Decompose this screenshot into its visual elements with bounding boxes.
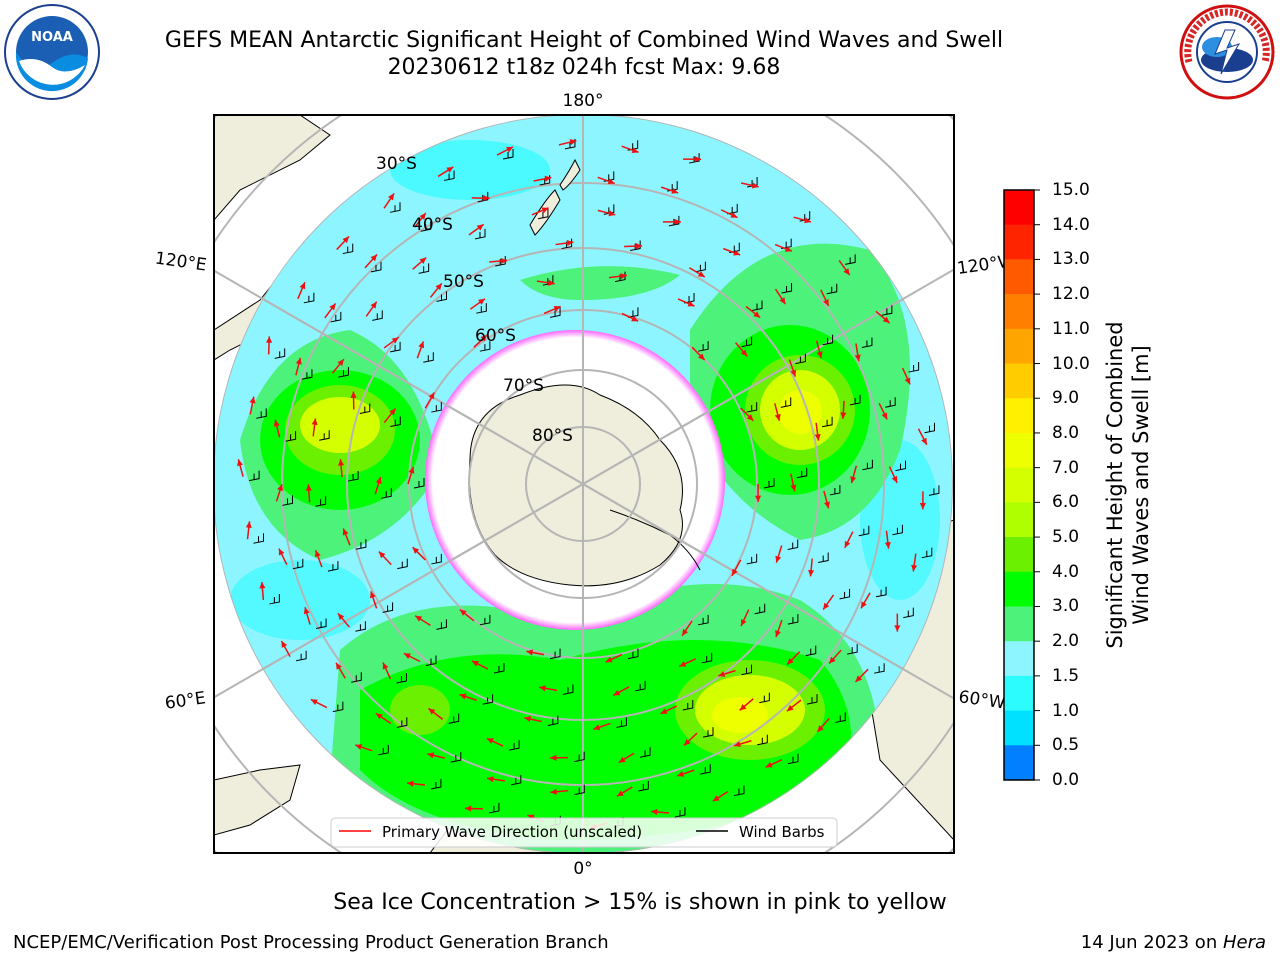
colorbar-tick-label: 9.0 bbox=[1052, 388, 1080, 409]
colorbar-segment bbox=[1004, 294, 1034, 330]
date-machine: Hera bbox=[1222, 932, 1266, 953]
colorbar-tick-label: 4.0 bbox=[1052, 561, 1080, 582]
lon-label-120e: 120°E bbox=[154, 249, 208, 276]
colorbar-tick-label: 13.0 bbox=[1052, 249, 1090, 270]
lon-label-180: 180° bbox=[563, 91, 604, 111]
colorbar-segment bbox=[1004, 571, 1034, 607]
colorbar-tick-label: 1.0 bbox=[1052, 700, 1080, 721]
colorbar-segment bbox=[1004, 710, 1034, 746]
date-prefix: 14 Jun 2023 on bbox=[1080, 932, 1223, 953]
colorbar-segment bbox=[1004, 675, 1034, 712]
colorbar-segment bbox=[1004, 606, 1034, 642]
sea-ice-note: Sea Ice Concentration > 15% is shown in … bbox=[333, 890, 947, 915]
colorbar-label: Significant Height of Combined Wind Wave… bbox=[1103, 321, 1153, 649]
colorbar-tick-label: 8.0 bbox=[1052, 422, 1080, 443]
colorbar-tick-label: 7.0 bbox=[1052, 457, 1080, 478]
colorbar-segment bbox=[1004, 467, 1034, 503]
legend-wave-label: Primary Wave Direction (unscaled) bbox=[382, 823, 642, 841]
colorbar-segment bbox=[1004, 398, 1034, 434]
map-title: GEFS MEAN Antarctic Significant Height o… bbox=[164, 28, 1004, 53]
colorbar-tick-label: 11.0 bbox=[1052, 318, 1090, 339]
lat-label-70s: 70°S bbox=[503, 376, 544, 396]
colorbar-segment bbox=[1004, 641, 1034, 677]
map-legend: Primary Wave Direction (unscaled) Wind B… bbox=[330, 817, 838, 848]
credit-text: NCEP/EMC/Verification Post Processing Pr… bbox=[13, 932, 609, 953]
lat-label-50s: 50°S bbox=[443, 272, 484, 292]
noaa-logo: NOAA bbox=[4, 4, 100, 100]
colorbar bbox=[1003, 189, 1040, 781]
colorbar-tick-label: 1.5 bbox=[1052, 665, 1080, 686]
wave-direction-arrows bbox=[237, 138, 940, 830]
colorbar-segment bbox=[1004, 363, 1034, 399]
colorbar-tick-label: 15.0 bbox=[1052, 180, 1090, 200]
colorbar-segment bbox=[1004, 432, 1034, 469]
colorbar-segment bbox=[1004, 537, 1034, 573]
map-frame bbox=[213, 114, 955, 854]
colorbar-segment bbox=[1004, 259, 1034, 295]
lon-label-0: 0° bbox=[573, 859, 592, 879]
legend-barb-label: Wind Barbs bbox=[739, 823, 825, 841]
colorbar-segment bbox=[1004, 745, 1034, 781]
colorbar-tick-label: 3.0 bbox=[1052, 596, 1080, 617]
colorbar-segment bbox=[1004, 502, 1034, 538]
lat-label-30s: 30°S bbox=[376, 154, 417, 174]
lon-label-60w: 60°W bbox=[957, 687, 1006, 713]
map-subtitle: 20230612 t18z 024h fcst Max: 9.68 bbox=[387, 55, 781, 80]
colorbar-tick-label: 0.5 bbox=[1052, 735, 1080, 756]
colorbar-tick-label: 2.0 bbox=[1052, 631, 1080, 652]
date-text: 14 Jun 2023 on Hera bbox=[1081, 932, 1266, 953]
lat-label-80s: 80°S bbox=[532, 426, 573, 446]
lat-label-40s: 40°S bbox=[412, 215, 453, 235]
nws-logo bbox=[1179, 4, 1275, 100]
wave-height-field bbox=[213, 114, 953, 854]
colorbar-tick-label: 12.0 bbox=[1052, 284, 1090, 305]
colorbar-segment bbox=[1004, 190, 1034, 226]
colorbar-segment bbox=[1004, 328, 1034, 365]
lat-label-60s: 60°S bbox=[475, 326, 516, 346]
colorbar-tick-label: 6.0 bbox=[1052, 492, 1080, 513]
colorbar-tick-label: 10.0 bbox=[1052, 353, 1090, 374]
colorbar-tick-label: 14.0 bbox=[1052, 214, 1090, 235]
noaa-logo-text: NOAA bbox=[31, 30, 73, 45]
lon-label-60e: 60°E bbox=[164, 688, 207, 713]
colorbar-tick-label: 0.0 bbox=[1052, 770, 1080, 790]
colorbar-tick-label: 5.0 bbox=[1052, 527, 1080, 548]
colorbar-segment bbox=[1004, 224, 1034, 260]
